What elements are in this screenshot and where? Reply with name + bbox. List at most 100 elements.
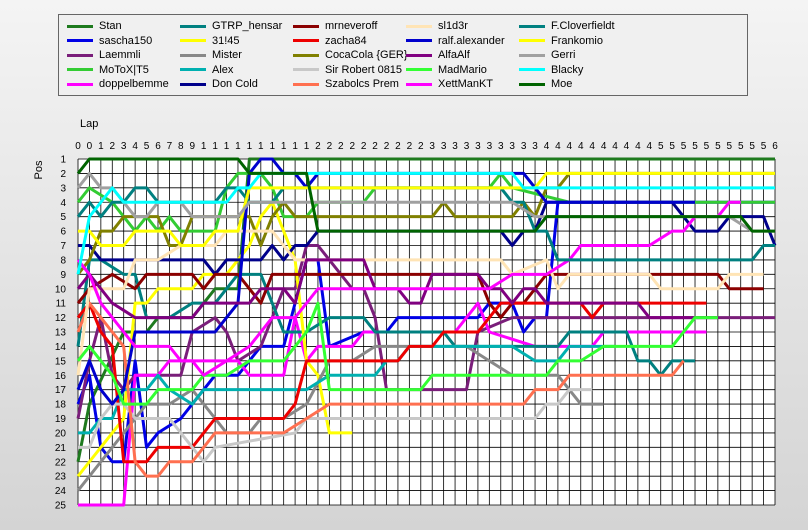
x-tick-label: 4 (624, 141, 630, 152)
y-tick-label: 15 (55, 356, 67, 367)
y-tick-label: 21 (55, 443, 67, 454)
x-tick-label: 4 (647, 141, 653, 152)
legend-swatch (519, 24, 545, 28)
y-tick-label: 6 (60, 227, 66, 238)
x-tick-label: 5 (749, 141, 755, 152)
series-line (76, 157, 775, 233)
legend-item: Blacky (519, 63, 583, 77)
x-tick-label: 3 (121, 141, 127, 152)
legend-label: Stan (99, 20, 122, 32)
legend-swatch (293, 53, 319, 57)
x-tick-label: 2 (407, 141, 413, 152)
legend-swatch (67, 24, 93, 28)
legend-swatch (406, 53, 432, 57)
x-tick-label: 4 (612, 141, 618, 152)
legend-label: zacha84 (325, 34, 367, 47)
y-tick-label: 19 (55, 414, 67, 425)
x-tick-label: 1 (281, 141, 287, 152)
y-tick-label: 16 (55, 371, 67, 382)
legend-swatch (180, 39, 206, 42)
y-tick-label: 7 (60, 241, 66, 252)
x-tick-label: 4 (578, 141, 584, 152)
legend-label: Moe (551, 78, 573, 90)
legend-swatch (519, 39, 545, 42)
series-line (76, 258, 696, 377)
legend-swatch (293, 24, 319, 28)
x-tick-label: 5 (761, 141, 767, 152)
legend-item: GTRP_hensar (180, 19, 282, 33)
x-tick-label: 2 (349, 141, 355, 152)
series-line (76, 301, 685, 478)
y-tick-label: 14 (55, 342, 67, 353)
x-tick-label: 4 (601, 141, 607, 152)
legend-label: Frankomio (551, 34, 603, 47)
legend-item: Laemmli (67, 48, 141, 62)
legend-item: Sir Robert 0815 (293, 63, 402, 77)
x-tick-label: 1 (258, 141, 264, 152)
x-tick-label: 3 (498, 141, 504, 152)
legend-label: Mister (212, 49, 242, 61)
x-tick-label: 2 (338, 141, 344, 152)
x-tick-label: 3 (441, 141, 447, 152)
legend-label: Szabolcs Prem (325, 78, 399, 90)
y-tick-label: 17 (55, 385, 67, 396)
y-tick-label: 1 (60, 155, 66, 166)
legend-item: Don Cold (180, 77, 258, 91)
legend-swatch (406, 82, 432, 86)
legend-item: Frankomio (519, 34, 603, 48)
x-tick-label: 5 (727, 141, 733, 152)
x-tick-label: 3 (521, 141, 527, 152)
x-tick-label: 2 (384, 141, 390, 152)
legend-label: sascha150 (99, 34, 153, 47)
legend-swatch (67, 53, 93, 57)
x-tick-label: 5 (704, 141, 710, 152)
legend-item: sascha150 (67, 34, 152, 48)
x-tick-label: 5 (669, 141, 675, 152)
x-tick-label: 3 (464, 141, 470, 152)
legend-item: ralf.alexander (406, 34, 505, 48)
legend-item: F.Cloverfieldt (519, 19, 615, 33)
legend-item: XettManKT (406, 77, 493, 91)
legend-item: MoToX|T5 (67, 63, 149, 77)
legend-label: Blacky (551, 63, 584, 76)
y-tick-label: 24 (55, 486, 67, 497)
y-tick-label: 8 (60, 255, 66, 266)
series-line (76, 301, 718, 406)
legend-item: Szabolcs Prem (293, 77, 399, 91)
legend-swatch (519, 68, 545, 71)
x-tick-label: 5 (692, 141, 698, 152)
series-line (78, 388, 593, 464)
y-tick-label: 4 (60, 198, 66, 209)
legend-swatch (180, 82, 206, 86)
legend-label: AlfaAlf (438, 49, 470, 61)
legend-item: Mister (180, 48, 242, 62)
legend-item: zacha84 (293, 34, 367, 48)
legend-label: Laemmli (99, 49, 141, 61)
legend-swatch (67, 39, 93, 42)
x-tick-label: 2 (418, 141, 424, 152)
x-tick-label: 1 (292, 141, 298, 152)
legend-label: MoToX|T5 (99, 63, 149, 76)
x-tick-label: 3 (429, 141, 435, 152)
x-tick-label: 5 (681, 141, 687, 152)
legend-item: sl1d3r (406, 19, 468, 33)
legend-label: CocaCola {GER} (325, 49, 408, 61)
y-tick-label: 11 (56, 299, 67, 310)
legend-label: XettManKT (438, 78, 494, 90)
x-tick-label: 2 (361, 141, 367, 152)
legend-label: sl1d3r (438, 20, 468, 32)
legend-swatch (293, 39, 319, 42)
x-tick-label: 1 (201, 141, 207, 152)
legend-label: 31!45 (212, 34, 240, 47)
x-tick-label: 3 (509, 141, 515, 152)
y-tick-label: 22 (55, 457, 67, 468)
legend-swatch (519, 82, 545, 86)
legend-label: Gerri (551, 49, 576, 61)
legend-label: mrneveroff (325, 20, 378, 32)
y-tick-label: 20 (55, 428, 67, 439)
x-axis-title: Lap (80, 118, 98, 130)
x-tick-label: 3 (487, 141, 493, 152)
legend-swatch (406, 39, 432, 42)
legend-item: 31!45 (180, 34, 240, 48)
